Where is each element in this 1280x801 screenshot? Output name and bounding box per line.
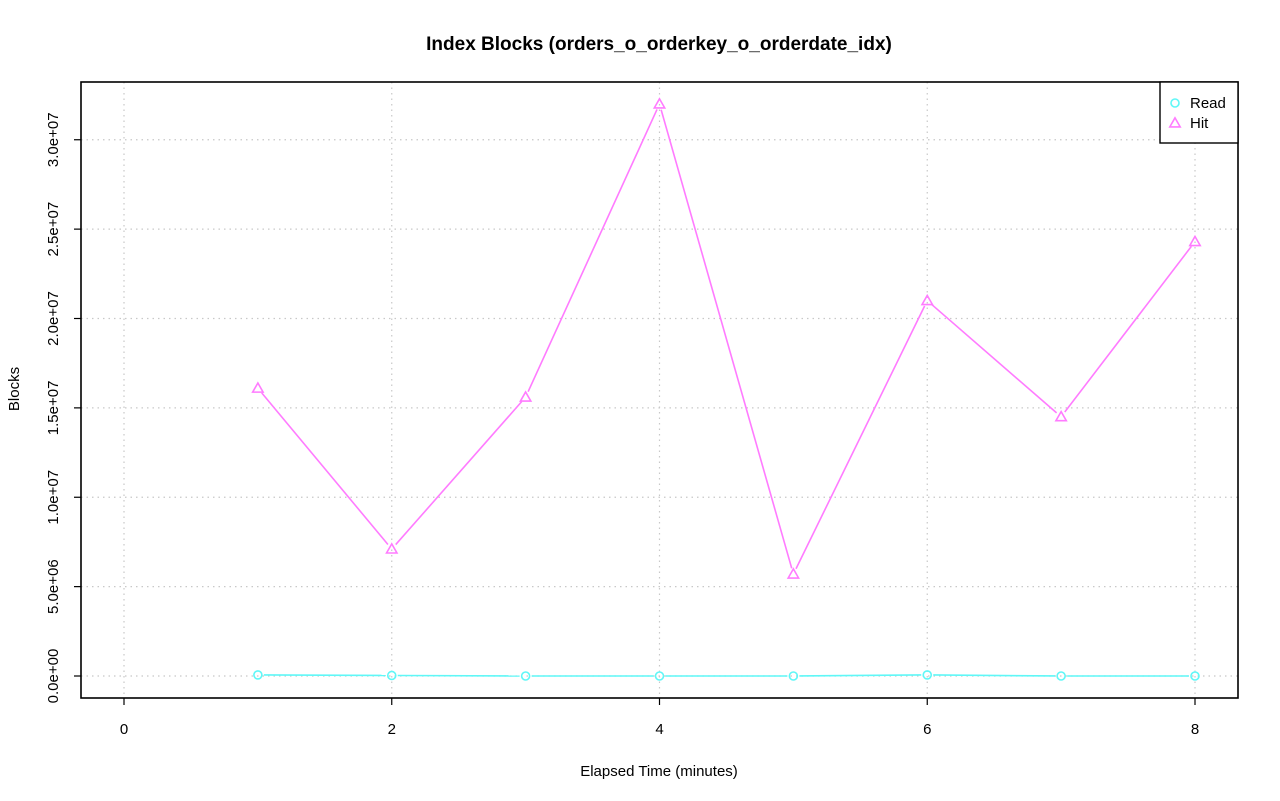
- legend-label-read: Read: [1190, 95, 1226, 112]
- data-point: [519, 390, 533, 402]
- data-point: [253, 670, 263, 680]
- data-point: [786, 567, 800, 579]
- data-point: [251, 381, 265, 393]
- series-line-segment: [660, 109, 793, 569]
- x-tick-label: 0: [120, 721, 128, 738]
- series-line-segment: [795, 305, 926, 570]
- data-point: [920, 293, 934, 306]
- y-tick-label: 1.0e+07: [45, 470, 62, 525]
- y-tick-label: 1.5e+07: [45, 381, 62, 436]
- series-line-segment: [799, 674, 922, 677]
- series-hit: [251, 97, 1202, 579]
- data-point: [654, 671, 665, 681]
- series-line-segment: [933, 674, 1056, 677]
- y-tick-label: 2.0e+07: [45, 291, 62, 346]
- data-point: [386, 670, 397, 681]
- series-layer: [251, 97, 1202, 681]
- series-line-segment: [395, 401, 523, 546]
- x-tick-label: 2: [388, 721, 396, 738]
- data-point: [652, 97, 667, 109]
- legend-marker-read: [1170, 98, 1180, 108]
- data-point: [1056, 671, 1066, 681]
- y-tick-label: 3.0e+07: [45, 112, 62, 167]
- data-point: [520, 671, 531, 681]
- data-point: [922, 670, 933, 680]
- data-point: [1054, 410, 1068, 422]
- y-tick-label: 5.0e+06: [45, 559, 62, 614]
- legend: Read Hit: [1159, 81, 1239, 144]
- x-tick-label: 6: [923, 721, 931, 738]
- grid-lines: [81, 82, 1238, 698]
- x-tick-label: 8: [1191, 721, 1199, 738]
- data-point: [385, 542, 399, 554]
- series-line-segment: [527, 109, 658, 393]
- legend-label-hit: Hit: [1190, 115, 1209, 132]
- legend-box: [1159, 81, 1239, 144]
- series-line-segment: [931, 303, 1058, 414]
- data-point: [1188, 234, 1202, 247]
- data-point: [788, 671, 799, 681]
- x-tick-label: 4: [655, 721, 663, 738]
- chart-title: Index Blocks (orders_o_orderkey_o_orderd…: [426, 34, 892, 55]
- y-tick-label: 2.5e+07: [45, 202, 62, 257]
- series-line-segment: [261, 392, 389, 545]
- data-point: [1190, 671, 1200, 681]
- series-line-segment: [1064, 245, 1192, 413]
- legend-marker-hit: [1168, 116, 1182, 128]
- x-axis-label: Elapsed Time (minutes): [580, 763, 738, 780]
- axes: 0 2 4 6 8 0.0e+00 5.0e+06 1.0e+07 1.5e+07 2.0e+07…: [45, 112, 1199, 738]
- y-tick-label: 0.0e+00: [45, 649, 62, 704]
- series-read: [253, 670, 1200, 681]
- y-axis-label: Blocks: [6, 367, 23, 411]
